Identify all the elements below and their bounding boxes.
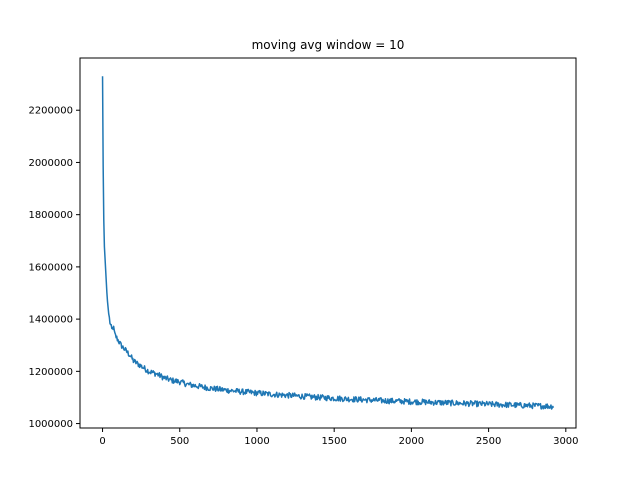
x-tick-label: 2000	[399, 436, 424, 447]
x-tick-label: 3000	[553, 436, 578, 447]
x-axis: 0 500 1000 1500 2000 2500 3000	[99, 428, 579, 447]
y-tick-label: 1400000	[28, 315, 73, 326]
x-tick-label: 1500	[321, 436, 346, 447]
y-tick-label: 1000000	[28, 419, 73, 430]
y-tick-label: 1200000	[28, 367, 73, 378]
plot-area	[79, 57, 577, 429]
y-tick-label: 1800000	[28, 210, 73, 221]
x-tick-label: 0	[99, 436, 105, 447]
x-tick-label: 500	[170, 436, 189, 447]
y-tick-label: 2200000	[28, 106, 73, 117]
chart-title: moving avg window = 10	[252, 38, 405, 52]
y-tick-label: 2000000	[28, 158, 73, 169]
x-tick-label: 1000	[244, 436, 269, 447]
series-line	[101, 76, 555, 410]
y-tick-label: 1600000	[28, 262, 73, 273]
y-axis: 1000000 1200000 1400000 1600000 1800000 20000…	[28, 106, 80, 430]
plot-frame	[79, 57, 577, 429]
x-tick-label: 2500	[476, 436, 501, 447]
